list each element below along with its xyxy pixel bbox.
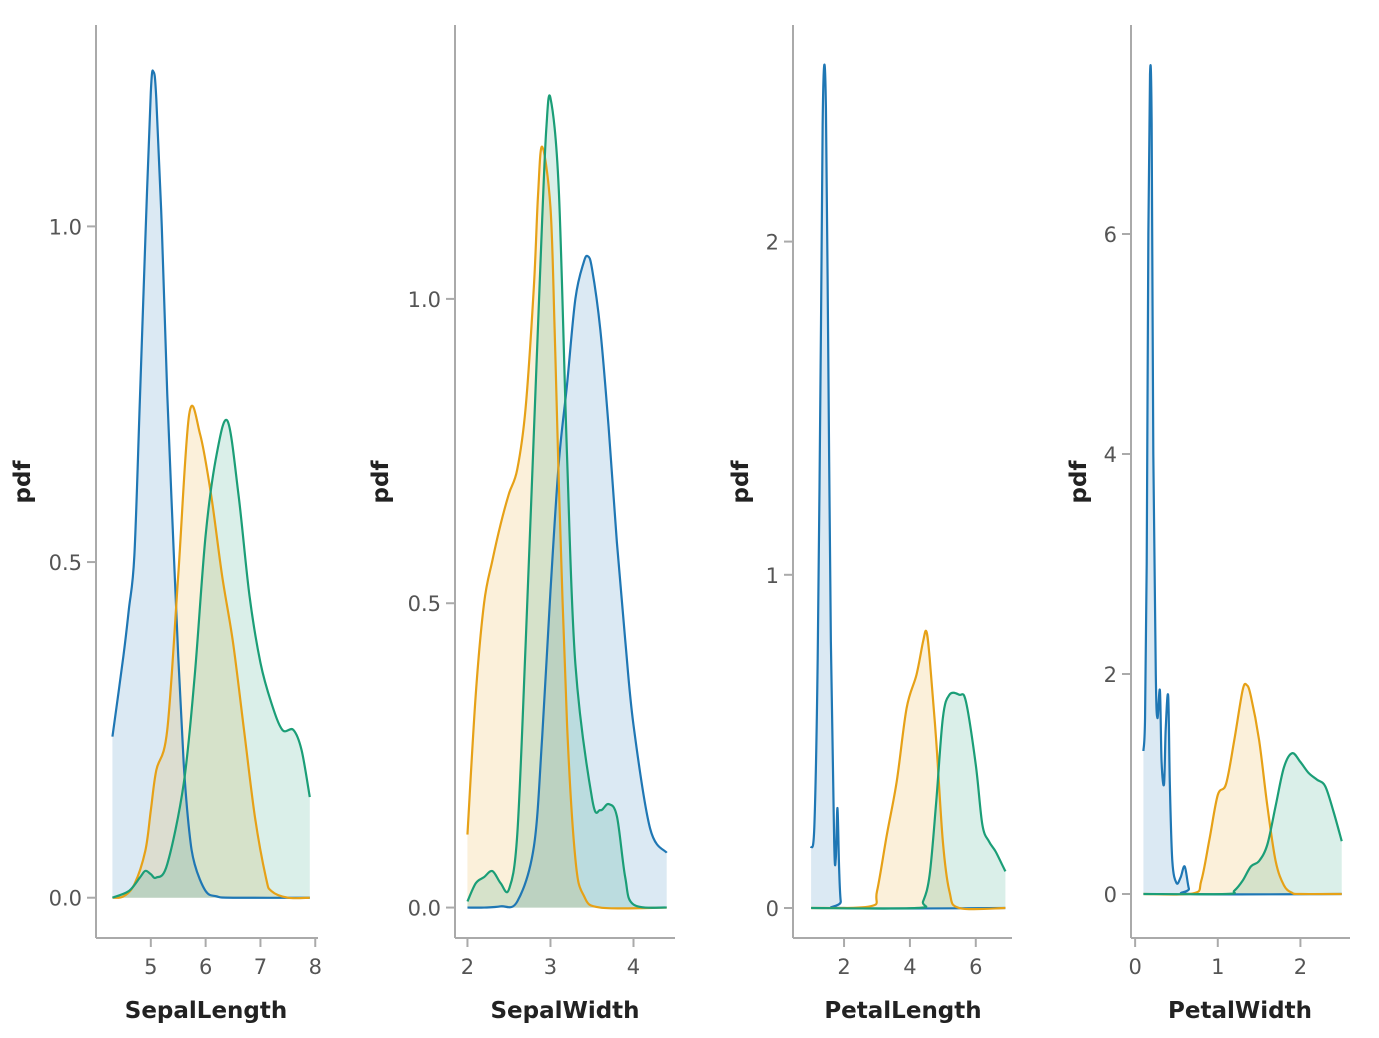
line-orange [811,629,1006,911]
area-orange [467,146,667,909]
x-tick-label: 4 [903,955,916,979]
y-tick-label: 0.0 [408,897,441,921]
x-axis-title: PetalLength [824,998,981,1024]
y-tick-label: 0 [766,897,779,921]
area-blue [112,70,310,898]
area-orange [811,630,1006,910]
y-tick-label: 1.0 [49,215,82,239]
x-tick-label: 2 [837,955,850,979]
x-tick-label: 2 [1294,955,1307,979]
area-orange [112,405,310,899]
area-blue [811,64,1006,909]
y-tick-label: 2 [1104,663,1117,687]
x-tick-label: 6 [199,955,212,979]
area-green [1143,753,1342,895]
line-green [112,418,311,899]
area-blue [467,255,667,908]
panel-sepallength: 0.0 0.5 1.0 5 6 7 8 SepalLength pdf [10,25,322,1024]
area-green [112,419,310,898]
line-orange [112,404,310,900]
area-orange [1143,683,1342,895]
line-blue [810,63,1006,910]
y-axis-title: pdf [1066,460,1092,504]
y-tick-label: 0.0 [49,887,82,911]
y-tick-label: 0.5 [408,592,441,616]
y-axis-title: pdf [10,460,36,504]
area-blue [1143,65,1342,895]
line-blue [467,254,668,909]
x-axis-title: PetalWidth [1168,998,1312,1024]
line-green [1143,752,1343,896]
area-green [811,692,1006,909]
y-axis-title: pdf [728,460,754,504]
line-blue [111,69,310,899]
y-axis-title: pdf [368,460,394,504]
y-tick-label: 1 [766,564,779,588]
panel-petallength: 0 1 2 2 4 6 PetalLength pdf [728,25,1012,1024]
y-tick-label: 6 [1104,223,1117,247]
x-tick-label: 8 [309,955,322,979]
y-tick-label: 1.0 [408,288,441,312]
x-tick-label: 4 [627,955,640,979]
area-green [467,95,667,908]
x-tick-label: 7 [254,955,267,979]
line-green [811,691,1007,910]
line-green [466,94,667,909]
panel-petalwidth: 0 2 4 6 0 1 2 PetalWidth pdf [1066,25,1350,1024]
y-tick-label: 0.5 [49,551,82,575]
line-blue [1142,64,1342,896]
x-axis-title: SepalLength [125,998,288,1024]
y-tick-label: 4 [1104,443,1117,467]
x-tick-label: 3 [544,955,557,979]
panel-sepalwidth: 0.0 0.5 1.0 2 3 4 SepalWidth pdf [368,25,675,1024]
line-orange [466,145,667,910]
y-tick-label: 2 [766,231,779,255]
x-tick-label: 5 [144,955,157,979]
x-tick-label: 6 [969,955,982,979]
x-axis-title: SepalWidth [490,998,639,1024]
x-tick-label: 0 [1128,955,1141,979]
y-tick-label: 0 [1104,883,1117,907]
line-orange [1143,682,1342,896]
x-tick-label: 1 [1211,955,1224,979]
x-tick-label: 2 [461,955,474,979]
